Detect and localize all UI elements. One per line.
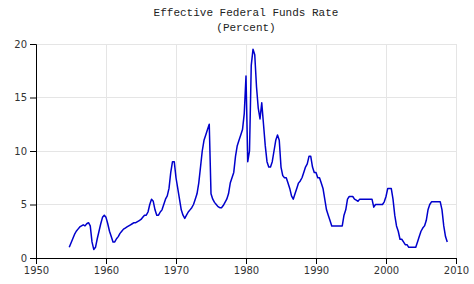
x-axis-tick: 1980: [234, 258, 259, 276]
grid-line-x: [456, 44, 457, 258]
x-axis-tick-mark: [106, 258, 107, 264]
x-axis-tick-mark: [386, 258, 387, 264]
y-axis-tick: 0: [21, 253, 36, 264]
y-axis-tick-mark: [30, 205, 36, 206]
grid-line-x: [106, 44, 107, 258]
y-axis-tick-label: 15: [14, 92, 27, 103]
grid: [36, 44, 456, 258]
grid-line-x: [176, 44, 177, 258]
x-axis-tick-mark: [316, 258, 317, 264]
y-axis-tick-mark: [30, 258, 36, 259]
x-axis-tick-label: 1950: [24, 265, 49, 276]
title: Effective Federal Funds Rate: [154, 7, 339, 19]
y-axis-tick-mark: [30, 151, 36, 152]
grid-line-x: [316, 44, 317, 258]
x-axis-tick-label: 2000: [374, 265, 399, 276]
rate-line: [69, 49, 447, 249]
plot-area: [69, 49, 447, 249]
x-axis-tick-mark: [246, 258, 247, 264]
x-axis-tick-label: 1980: [234, 265, 259, 276]
x-axis-tick-mark: [456, 258, 457, 264]
x-axis-line: [37, 259, 457, 265]
y-axis-tick: 10: [14, 146, 36, 157]
y-axis-tick: 20: [14, 39, 36, 50]
subtitle: (Percent): [216, 22, 275, 34]
x-axis-tick-label: 1970: [164, 265, 189, 276]
chart-container: 1950 1960 1970 1980 1990 2000 2010 0 5 10 15 20 Effe…: [0, 0, 474, 284]
y-axis-line: [30, 45, 37, 259]
y-axis-tick-mark: [30, 44, 36, 45]
x-axis-tick: 1990: [304, 258, 329, 276]
x-axis-tick: 2000: [374, 258, 399, 276]
x-axis-tick-label: 1960: [94, 265, 119, 276]
y-axis-tick-label: 10: [14, 146, 27, 157]
x-axis-tick: 1960: [94, 258, 119, 276]
x-axis-tick: 1970: [164, 258, 189, 276]
y-axis: 0 5 10 15 20: [14, 39, 36, 264]
y-axis-tick-label: 0: [21, 253, 27, 264]
y-axis-tick-label: 20: [14, 39, 27, 50]
x-axis-tick: 2010: [444, 258, 469, 276]
y-axis-tick: 5: [21, 199, 36, 210]
x-axis-tick-mark: [176, 258, 177, 264]
chart-svg: 1950 1960 1970 1980 1990 2000 2010 0 5 10 15 20 Effe…: [0, 0, 474, 284]
grid-line-x: [386, 44, 387, 258]
x-axis-tick-label: 1990: [304, 265, 329, 276]
x-axis-tick: 1950: [24, 258, 49, 276]
x-axis: 1950 1960 1970 1980 1990 2000 2010: [24, 258, 469, 276]
y-axis-tick: 15: [14, 92, 36, 103]
x-axis-tick-label: 2010: [444, 265, 469, 276]
y-axis-tick-label: 5: [21, 199, 27, 210]
y-axis-tick-mark: [30, 98, 36, 99]
